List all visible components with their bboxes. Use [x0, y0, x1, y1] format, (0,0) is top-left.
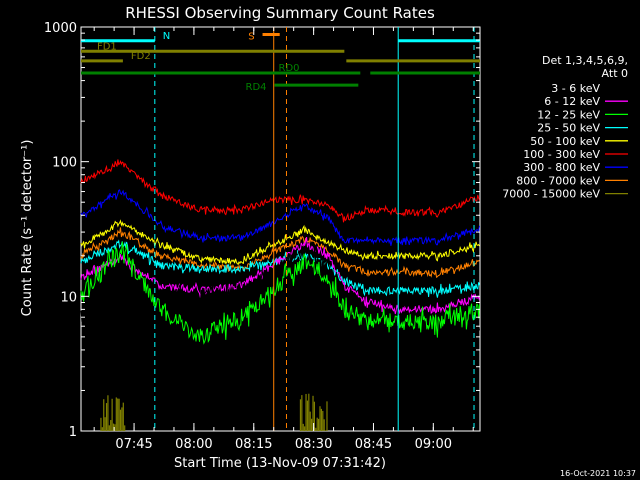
x-axis-label: Start Time (13-Nov-09 07:31:42)	[174, 456, 386, 471]
legend-label: 12 - 25 keV	[537, 108, 600, 121]
legend-label: 100 - 300 keV	[523, 148, 600, 161]
plot-frame	[80, 26, 481, 432]
series-line-3-6kev	[80, 243, 480, 356]
x-tick-label: 08:15	[235, 437, 272, 452]
series-line-100-300kev	[80, 159, 480, 223]
flag-label-fd1: FD1	[97, 41, 117, 52]
series-line-12-25kev	[80, 241, 480, 345]
x-tick-label: 09:00	[415, 437, 452, 452]
y-tick-label: 1	[69, 425, 77, 440]
chart-title: RHESSI Observing Summary Count Rates	[125, 4, 435, 22]
series-line-800-7000kev	[80, 227, 480, 278]
flag-label-fd2: FD2	[131, 51, 151, 62]
x-tick-label: 08:45	[355, 437, 392, 452]
legend-label: 7000 - 15000 keV	[502, 188, 600, 201]
legend-label: 3 - 6 keV	[551, 82, 600, 95]
series-line-6-12kev	[80, 236, 480, 315]
x-tick-label: 08:30	[295, 437, 332, 452]
legend-label: 50 - 100 keV	[530, 135, 600, 148]
legend-header-line: Det 1,3,4,5,6,9,	[542, 54, 628, 67]
y-tick-label: 100	[52, 156, 77, 171]
series-line-25-50kev	[80, 239, 480, 298]
x-tick-label: 08:00	[175, 437, 212, 452]
legend-label: 6 - 12 keV	[544, 95, 600, 108]
series-7000-15000-kev-burst	[299, 393, 328, 431]
flag-label-rd0: RD0	[279, 63, 300, 74]
y-axis-label: Count Rate (s⁻¹ detector⁻¹)	[20, 140, 35, 317]
flag-label-n: N	[163, 31, 170, 42]
legend-header-line: Att 0	[602, 67, 628, 80]
flag-label-s: S	[248, 31, 254, 42]
series-line-50-100kev	[80, 219, 480, 266]
legend-label: 25 - 50 keV	[537, 122, 600, 135]
x-tick-label: 07:45	[115, 437, 152, 452]
y-axis: 1 10 100 1000	[44, 21, 480, 440]
series-line-300-800kev	[80, 189, 480, 246]
legend-label: 300 - 800 keV	[523, 161, 600, 174]
y-tick-label: 1000	[44, 21, 77, 36]
y-tick-label: 10	[60, 290, 77, 305]
flag-label-rd4: RD4	[246, 82, 267, 93]
footer-timestamp: 16-Oct-2021 10:37	[560, 469, 636, 478]
series-7000-15000-kev-burst	[100, 395, 126, 431]
x-axis: 07:45 08:00 08:15 08:30 08:45 09:00	[93, 27, 474, 452]
legend-label: 800 - 7000 keV	[516, 174, 600, 187]
plot-area: N S FD1 FD2 RD0 RD4	[80, 26, 481, 432]
